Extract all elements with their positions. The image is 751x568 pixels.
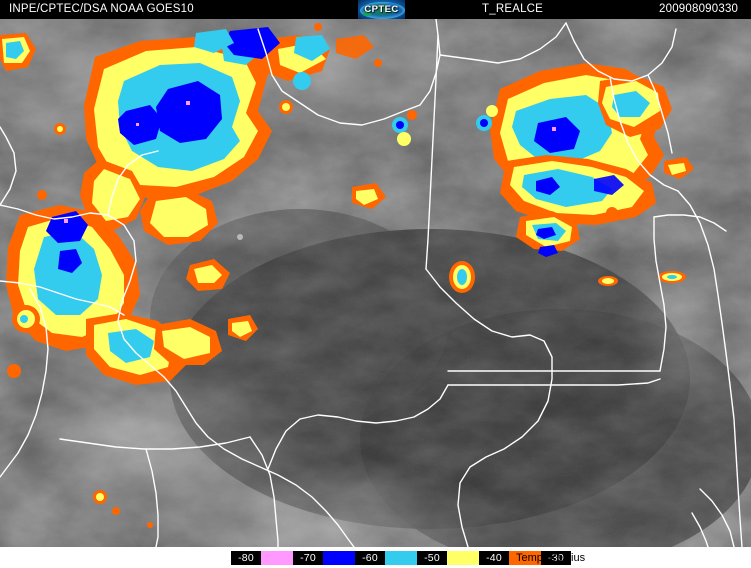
product-label: T_REALCE <box>482 3 544 15</box>
political-borders <box>0 19 743 547</box>
legend-swatch-blue <box>323 551 355 565</box>
legend-tick--60: -60 <box>355 551 385 565</box>
timestamp-label: 200908090330 <box>659 3 739 15</box>
legend-swatch-orange <box>509 551 541 565</box>
legend-tick--80: -80 <box>231 551 261 565</box>
satellite-map-canvas <box>0 19 751 547</box>
convective-cluster-west <box>6 205 258 385</box>
isolated-convective-cells <box>93 23 686 528</box>
logo-landmass-left <box>363 11 371 16</box>
legend-tick--30: -30 <box>541 551 571 565</box>
convective-cluster-northeast <box>352 63 694 257</box>
legend-footer: -80 -70 -60 -50 -40 -30 Temp. Celsius <box>0 547 751 568</box>
legend-units-label: Temp. Celsius <box>516 552 586 564</box>
convective-cluster-northwest <box>37 35 330 245</box>
legend-swatch-cyan <box>385 551 417 565</box>
legend-swatch-magenta <box>261 551 293 565</box>
satellite-imagery <box>0 19 751 547</box>
cptec-logo: CPTEC <box>358 0 405 19</box>
logo-landmass-right <box>388 3 397 8</box>
temperature-legend: -80 -70 -60 -50 -40 -30 <box>231 551 571 565</box>
legend-tick--40: -40 <box>479 551 509 565</box>
source-label: INPE/CPTEC/DSA NOAA GOES10 <box>9 3 194 15</box>
legend-tick--50: -50 <box>417 551 447 565</box>
header-bar: INPE/CPTEC/DSA NOAA GOES10 CPTEC T_REALC… <box>0 0 751 19</box>
legend-swatch-yellow <box>447 551 479 565</box>
legend-tick--70: -70 <box>293 551 323 565</box>
logo-text: CPTEC <box>364 4 399 15</box>
